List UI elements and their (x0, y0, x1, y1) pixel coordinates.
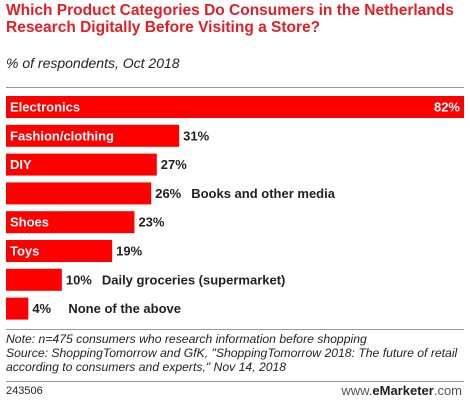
category-label-4: Shoes (10, 215, 49, 230)
chart-title: Which Product Categories Do Consumers in… (6, 2, 454, 36)
brand-logo[interactable]: www.eMarketer.com (341, 383, 462, 398)
bar-5 (6, 240, 113, 262)
brand-suffix: .com (433, 383, 462, 398)
value-label-2: 27% (161, 157, 187, 172)
top-divider (6, 87, 464, 88)
bar-chart: Electronics 82% Fashion/clothing 31% DIY 27% B… (6, 96, 464, 320)
bar-2 (6, 153, 157, 176)
chart-subtitle: % of respondents, Oct 2018 (6, 55, 180, 71)
bottom-divider (6, 329, 464, 330)
bar-6 (6, 268, 62, 291)
value-label-3: 26% (155, 186, 181, 201)
bar-1 (6, 124, 180, 147)
category-label-2: DIY (10, 157, 32, 172)
category-label-6: Daily groceries (supermarket) (102, 272, 286, 287)
footer-divider (6, 381, 464, 382)
value-label-1: 31% (183, 128, 209, 143)
category-label-7: None of the above (68, 301, 181, 316)
category-label-5: Toys (10, 244, 39, 259)
value-label-7: 4% (32, 301, 51, 316)
brand-prefix: www. (341, 383, 373, 398)
value-label-5: 19% (116, 244, 142, 259)
category-label-0: Electronics (10, 100, 80, 115)
category-label-1: Fashion/clothing (10, 128, 114, 143)
chart-note: Note: n=475 consumers who research infor… (6, 332, 367, 346)
value-label-0: 82% (434, 100, 460, 115)
category-label-3: Books and other media (191, 186, 336, 201)
chart-id: 243506 (6, 385, 43, 397)
value-label-6: 10% (66, 272, 92, 287)
bar-7 (6, 297, 29, 320)
bar-4 (6, 211, 135, 234)
brand-name: eMarketer (372, 383, 434, 398)
chart-source: Source: ShoppingTomorrow and GfK, "Shopp… (6, 346, 458, 374)
bar-0 (6, 96, 464, 118)
value-label-4: 23% (138, 215, 164, 230)
bar-3 (6, 182, 152, 205)
